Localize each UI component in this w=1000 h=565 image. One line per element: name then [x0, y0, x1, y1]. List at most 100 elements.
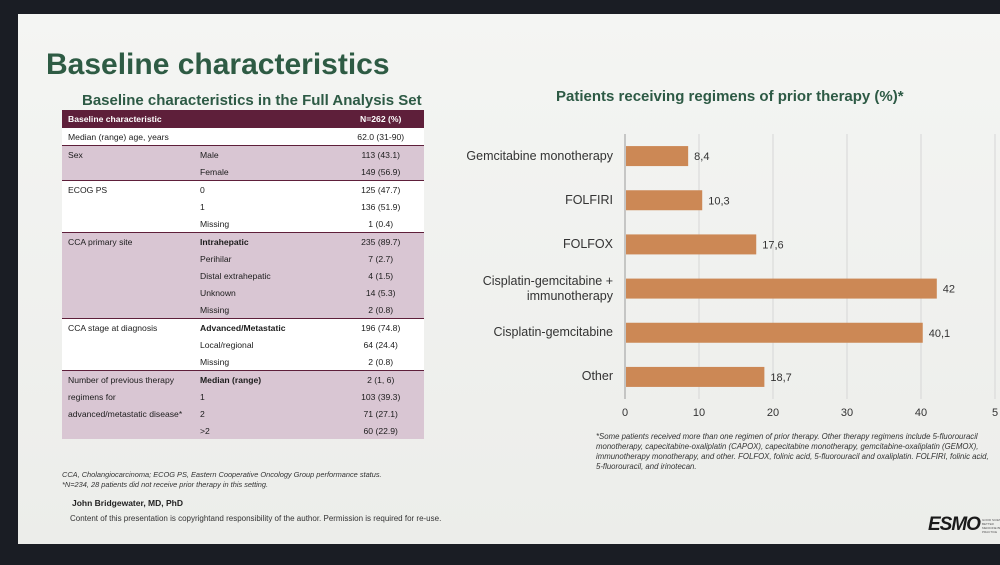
row-label — [62, 336, 194, 353]
row-value: 71 (27.1) — [337, 405, 424, 422]
table-row: regimens for 1 103 (39.3) — [62, 388, 424, 405]
note-n: *N=234, 28 patients did not receive prio… — [62, 480, 269, 489]
row-sublabel: Local/regional — [194, 336, 338, 353]
row-sublabel — [194, 127, 338, 146]
bar — [626, 234, 757, 255]
bar-chart-svg: 0 10 20 30 40 5 8,4 10,3 17,6 42 40,1 18,7 — [622, 134, 998, 419]
value-label: 40,1 — [929, 328, 950, 340]
row-sublabel: Unknown — [194, 284, 338, 301]
row-sublabel: 1 — [194, 388, 338, 405]
row-value: 64 (24.4) — [337, 336, 424, 353]
table-row: Median (range) age, years 62.0 (31-90) — [62, 127, 424, 146]
row-value: 1 (0.4) — [337, 215, 424, 233]
bar — [626, 366, 765, 387]
row-label — [62, 267, 194, 284]
row-label — [62, 163, 194, 181]
row-value: 136 (51.9) — [337, 198, 424, 215]
category-label: Other — [581, 369, 613, 384]
row-value: 2 (0.8) — [337, 353, 424, 371]
table-row: 1 136 (51.9) — [62, 198, 424, 215]
table-row: Sex Male 113 (43.1) — [62, 145, 424, 163]
row-value: 103 (39.3) — [337, 388, 424, 405]
logo-text: ESMO — [928, 514, 981, 535]
table-row: Local/regional 64 (24.4) — [62, 336, 424, 353]
row-label — [62, 284, 194, 301]
table-row: Unknown 14 (5.3) — [62, 284, 424, 301]
row-value: 2 (1, 6) — [337, 370, 424, 388]
prior-therapy-chart: Gemcitabine monotherapy FOLFIRI FOLFOX Cisp… — [438, 124, 1000, 424]
row-value: 235 (89.7) — [337, 232, 424, 250]
row-sublabel: 2 — [194, 405, 338, 422]
category-label: Gemcitabine monotherapy — [466, 148, 613, 163]
row-sublabel: Female — [194, 163, 338, 181]
row-label: CCA stage at diagnosis — [62, 318, 194, 336]
row-sublabel: Missing — [194, 301, 338, 319]
row-sublabel: Perihilar — [194, 250, 338, 267]
row-value: 14 (5.3) — [337, 284, 424, 301]
bar — [626, 146, 689, 167]
table-row: CCA stage at diagnosis Advanced/Metastati… — [62, 318, 424, 336]
table-row: advanced/metastatic disease* 2 71 (27.1) — [62, 405, 424, 422]
category-label: Cisplatin-gemcitabine + immunotherapy — [482, 273, 613, 303]
table-row: ECOG PS 0 125 (47.7) — [62, 180, 424, 198]
table-row: Female 149 (56.9) — [62, 163, 424, 181]
row-label — [62, 353, 194, 371]
row-value: 113 (43.1) — [337, 145, 424, 163]
table-row: >2 60 (22.9) — [62, 422, 424, 439]
row-sublabel: 0 — [194, 180, 338, 198]
row-value: 7 (2.7) — [337, 250, 424, 267]
row-value: 125 (47.7) — [337, 180, 424, 198]
row-label: Median (range) age, years — [62, 127, 194, 146]
row-sublabel: Median (range) — [194, 370, 338, 388]
bar — [626, 278, 937, 299]
x-tick-label: 10 — [693, 407, 705, 419]
table-row: Number of previous therapy Median (range)… — [62, 370, 424, 388]
row-value: 2 (0.8) — [337, 301, 424, 319]
note-abbreviations: CCA, Cholangiocarcinoma; ECOG PS, Easter… — [62, 470, 382, 479]
row-label — [62, 215, 194, 233]
row-label: advanced/metastatic disease* — [62, 405, 194, 422]
bar — [626, 190, 703, 211]
row-sublabel: Distal extrahepatic — [194, 267, 338, 284]
row-label — [62, 198, 194, 215]
slide-title: Baseline characteristics — [46, 48, 390, 81]
row-label: ECOG PS — [62, 180, 194, 198]
presenter-name: John Bridgewater, MD, PhD — [72, 498, 183, 508]
table-notes: CCA, Cholangiocarcinoma; ECOG PS, Easter… — [62, 470, 382, 490]
x-tick-label: 20 — [767, 407, 779, 419]
header-characteristic: Baseline characteristic — [62, 110, 338, 128]
row-sublabel: Intrahepatic — [194, 232, 338, 250]
row-value: 62.0 (31-90) — [337, 127, 424, 146]
esmo-logo: ESMO GOOD SCIENCE BETTER MEDICINE BEST P… — [928, 514, 1000, 536]
row-label — [62, 301, 194, 319]
category-label: FOLFIRI — [565, 192, 613, 207]
baseline-table: Baseline characteristic N=262 (%) Median… — [62, 110, 424, 439]
row-sublabel: Advanced/Metastatic — [194, 318, 338, 336]
value-label: 8,4 — [694, 151, 709, 163]
table-row: Missing 2 (0.8) — [62, 353, 424, 371]
row-value: 196 (74.8) — [337, 318, 424, 336]
table-row: Distal extrahepatic 4 (1.5) — [62, 267, 424, 284]
x-tick-label: 40 — [915, 407, 927, 419]
value-label: 42 — [943, 284, 955, 296]
bar — [626, 322, 923, 343]
row-label — [62, 250, 194, 267]
row-label — [62, 422, 194, 439]
header-value: N=262 (%) — [337, 110, 424, 128]
table-header-row: Baseline characteristic N=262 (%) — [62, 110, 424, 128]
row-value: 149 (56.9) — [337, 163, 424, 181]
table-row: Missing 1 (0.4) — [62, 215, 424, 233]
category-label: FOLFOX — [562, 236, 613, 251]
row-sublabel: Missing — [194, 215, 338, 233]
row-value: 4 (1.5) — [337, 267, 424, 284]
row-value: 60 (22.9) — [337, 422, 424, 439]
value-label: 18,7 — [770, 372, 791, 384]
chart-title: Patients receiving regimens of prior the… — [556, 88, 904, 105]
row-sublabel: Male — [194, 145, 338, 163]
category-label: Cisplatin-gemcitabine — [493, 325, 613, 340]
table-row: Missing 2 (0.8) — [62, 301, 424, 319]
copyright-notice: Content of this presentation is copyrigh… — [70, 514, 442, 523]
row-sublabel: >2 — [194, 422, 338, 439]
value-label: 10,3 — [708, 195, 729, 207]
row-label: Sex — [62, 145, 194, 163]
